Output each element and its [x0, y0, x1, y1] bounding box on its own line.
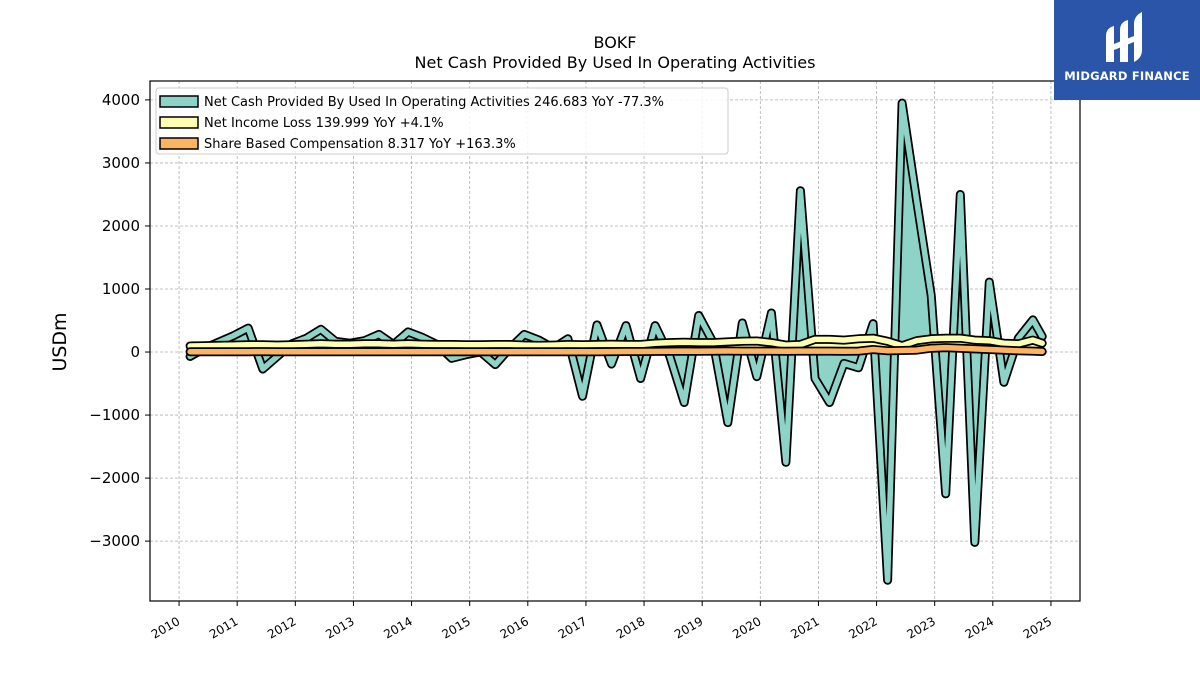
x-tick-label: 2013 — [323, 614, 356, 641]
y-axis-label: USDm — [49, 312, 71, 371]
y-tick-label: 0 — [130, 343, 140, 361]
x-tick-label: 2019 — [672, 614, 705, 641]
y-tick-label: −2000 — [89, 469, 140, 487]
series-line-2 — [187, 344, 1045, 355]
x-tick-label: 2014 — [381, 614, 414, 641]
x-tick-label: 2010 — [149, 614, 182, 641]
y-tick-label: 4000 — [102, 91, 140, 109]
chart-title: BOKF — [594, 33, 637, 52]
x-tick-label: 2015 — [440, 614, 473, 641]
y-tick-label: −1000 — [89, 406, 140, 424]
x-tick-label: 2020 — [730, 614, 763, 641]
y-tick-label: 3000 — [102, 154, 140, 172]
legend-swatch-1 — [159, 116, 199, 129]
legend-label-1: Net Income Loss 139.999 YoY +4.1% — [204, 116, 444, 131]
x-tick-label: 2022 — [846, 614, 879, 641]
y-tick-label: 2000 — [102, 217, 140, 235]
chart-subtitle: Net Cash Provided By Used In Operating A… — [415, 53, 816, 72]
legend-swatch-0 — [159, 95, 199, 108]
legend-label-2: Share Based Compensation 8.317 YoY +163.… — [204, 137, 516, 152]
y-tick-label: 1000 — [102, 280, 140, 298]
x-tick-label: 2017 — [556, 614, 589, 641]
brand-logo: MIDGARD FINANCE — [1054, 0, 1200, 100]
legend-label-0: Net Cash Provided By Used In Operating A… — [204, 95, 664, 110]
legend-box — [155, 87, 729, 155]
x-tick-label: 2025 — [1021, 614, 1054, 641]
logo-text: MIDGARD FINANCE — [1064, 69, 1190, 83]
x-tick-label: 2018 — [614, 614, 647, 641]
series-layer — [185, 98, 1047, 585]
logo-mark-icon — [1106, 12, 1142, 62]
x-tick-label: 2024 — [963, 614, 996, 641]
plot-frame — [149, 80, 1081, 602]
legend-swatch-2 — [159, 137, 199, 150]
legend: Net Cash Provided By Used In Operating A… — [155, 87, 729, 155]
series-line-1 — [187, 335, 1045, 349]
y-tick-label: −3000 — [89, 532, 140, 550]
x-tick-label: 2016 — [498, 614, 531, 641]
x-tick-label: 2011 — [207, 614, 240, 641]
x-tick-label: 2023 — [905, 614, 938, 641]
x-tick-label: 2021 — [788, 614, 821, 641]
x-tick-label: 2012 — [265, 614, 298, 641]
